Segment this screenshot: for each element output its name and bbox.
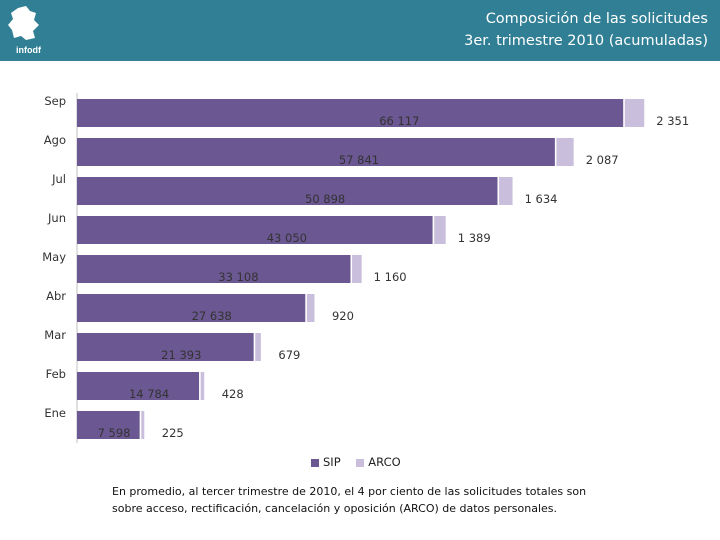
category-label: May [42,250,66,264]
data-label-sip: 7 598 [98,426,131,440]
footnote: En promedio, al tercer trimestre de 2010… [112,485,587,515]
bar-arco [255,333,261,361]
category-label: Jul [51,172,66,186]
legend-swatch-sip [311,458,319,467]
bar-sip [77,138,555,166]
bar-sip [77,255,351,283]
legend-label-sip: SIP [323,455,341,469]
logo-icon [8,6,39,40]
bar-separator [432,216,435,244]
logo: infodf [6,5,44,57]
legend-item-sip: SIP [311,455,341,469]
data-label-sip: 27 638 [192,309,232,323]
category-label: Jun [47,211,66,225]
bar-sip [77,99,624,127]
bar-separator [554,138,557,166]
bar-arco [306,294,315,322]
data-label-arco: 920 [332,309,354,323]
bar-arco [624,99,645,127]
data-label-sip: 66 117 [379,114,419,128]
data-label-arco: 2 351 [656,114,689,128]
data-label-arco: 1 389 [458,231,491,245]
category-label: Ene [44,406,66,420]
bar-sip [77,411,140,439]
category-label: Feb [46,367,66,381]
bar-sip [77,333,254,361]
bar-arco [434,216,446,244]
data-label-arco: 428 [222,387,244,401]
data-label-sip: 57 841 [339,153,379,167]
data-label-arco: 2 087 [586,153,619,167]
bar-arco [499,177,513,205]
category-label: Mar [44,328,66,342]
category-label: Ago [44,133,66,147]
bar-separator [253,333,256,361]
data-label-arco: 679 [278,348,300,362]
bar-sip [77,294,306,322]
bar-chart: Sep 66 117 2 351 Ago 57 841 2 087 Jul 50 898 1 6… [42,93,689,443]
data-label-arco: 225 [162,426,184,440]
bar-separator [139,411,142,439]
bar-arco [141,411,145,439]
legend-swatch-arco [356,458,365,467]
bar-arco [200,372,205,400]
data-label-sip: 50 898 [305,192,345,206]
legend-item-arco: ARCO [356,455,401,469]
category-label: Abr [46,289,66,303]
legend-label-arco: ARCO [368,455,401,469]
data-label-arco: 1 634 [525,192,558,206]
bar-separator [305,294,307,322]
bar-arco [352,255,362,283]
category-label: Sep [44,94,66,108]
data-label-sip: 14 784 [129,387,169,401]
data-label-sip: 21 393 [161,348,201,362]
bar-arco [556,138,574,166]
legend: SIP ARCO [311,455,413,469]
header-bar: infodf Composición de las solicitudes 3e… [0,0,720,61]
bar-sip [77,216,433,244]
data-label-sip: 33 108 [218,270,258,284]
bar-separator [623,99,625,127]
logo-text: infodf [16,45,41,55]
title-line-1: Composición de las solicitudes [485,11,708,27]
data-label-arco: 1 160 [374,270,407,284]
data-label-sip: 43 050 [267,231,307,245]
title-line-2: 3er. trimestre 2010 (acumuladas) [464,33,708,49]
bar-sip [77,372,200,400]
slide-title: Composición de las solicitudes 3er. trim… [464,8,708,52]
bar-separator [350,255,353,283]
bar-separator [497,177,500,205]
bar-separator [199,372,201,400]
bar-sip [77,177,498,205]
